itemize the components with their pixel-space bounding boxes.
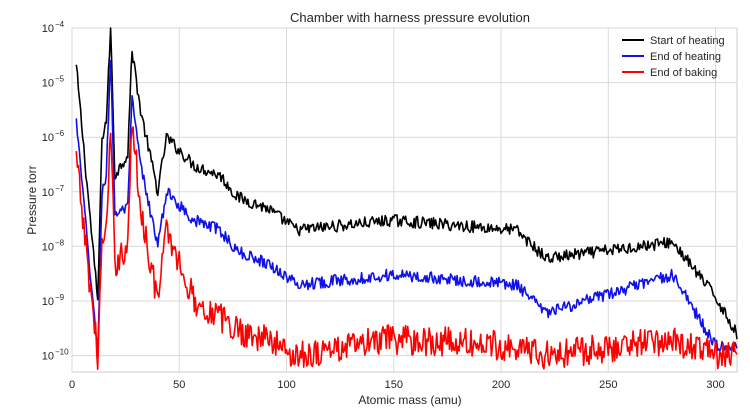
series-layer xyxy=(75,27,738,371)
y-tick-label: 10 xyxy=(42,296,54,308)
y-tick-exponent: −6 xyxy=(55,129,65,138)
y-tick-exponent: −10 xyxy=(55,348,69,357)
x-tick-label: 150 xyxy=(385,379,403,391)
x-axis-label: Atomic mass (amu) xyxy=(358,393,461,407)
x-tick-label: 300 xyxy=(706,379,724,391)
y-axis-label: Pressure torr xyxy=(25,165,39,234)
y-tick-label: 10 xyxy=(42,23,54,35)
plot-area xyxy=(71,27,738,373)
x-tick-label: 50 xyxy=(173,379,185,391)
x-tick-label: 250 xyxy=(599,379,617,391)
legend-label: Start of heating xyxy=(650,35,725,47)
legend-label: End of heating xyxy=(650,51,721,63)
x-tick-label: 0 xyxy=(69,379,75,391)
x-tick-label: 200 xyxy=(492,379,510,391)
legend-label: End of baking xyxy=(650,67,717,79)
y-tick-label: 10 xyxy=(42,187,54,199)
y-tick-label: 10 xyxy=(42,132,54,144)
y-tick-exponent: −5 xyxy=(55,75,65,84)
grid xyxy=(71,27,738,373)
y-tick-exponent: −4 xyxy=(55,20,65,29)
x-tick-label: 100 xyxy=(277,379,295,391)
y-tick-label: 10 xyxy=(42,241,54,253)
chart-title: Chamber with harness pressure evolution xyxy=(290,10,530,25)
y-tick-exponent: −9 xyxy=(55,293,65,302)
y-tick-label: 10 xyxy=(42,78,54,90)
y-tick-exponent: −7 xyxy=(55,184,65,193)
y-tick-label: 10 xyxy=(42,351,54,363)
y-tick-exponent: −8 xyxy=(55,238,65,247)
legend: Start of heating End of heating End of bak… xyxy=(622,35,725,79)
series-line-2 xyxy=(75,59,738,359)
series-line-1 xyxy=(75,27,738,340)
series-line-3 xyxy=(75,126,738,371)
